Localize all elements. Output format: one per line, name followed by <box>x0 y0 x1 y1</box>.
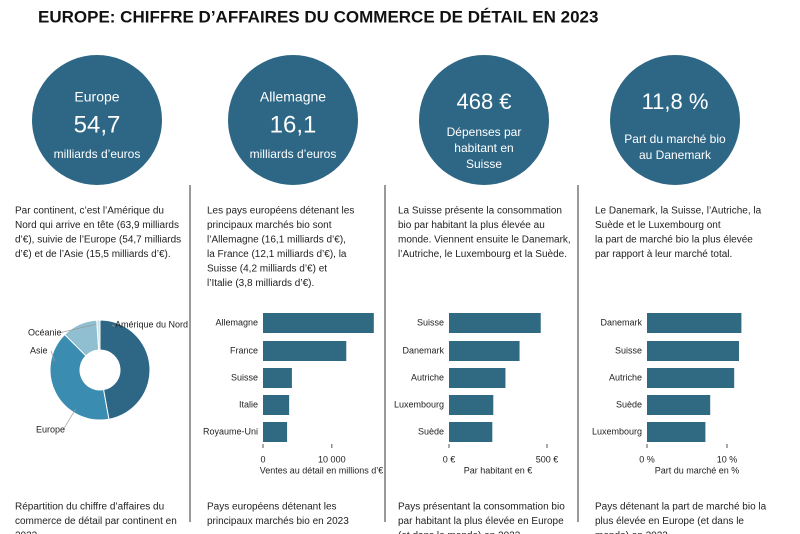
description: Nord qui arrive en tête (63,9 milliards <box>15 220 179 231</box>
pie-label: Europe <box>36 424 65 434</box>
bar-category: Suède <box>616 399 642 409</box>
description: l’Autriche, le Luxembourg et la Suède. <box>398 249 567 260</box>
circle-text: milliards d’euros <box>250 147 337 161</box>
bar <box>647 313 742 333</box>
x-axis-label: Par habitant en € <box>464 465 533 475</box>
description: bio par habitant la plus élevée au <box>398 220 545 231</box>
bar-category: Italie <box>239 399 258 409</box>
description: l’Italie (3,8 milliards d’€). <box>207 278 314 289</box>
bar-category: France <box>230 345 258 355</box>
caption: par habitant la plus élevée en Europe <box>398 516 564 527</box>
description: Le Danemark, la Suisse, l’Autriche, la <box>595 206 762 217</box>
x-tick-label: 10 000 <box>318 454 346 464</box>
leader-line <box>50 350 56 362</box>
description: d’€), suivie de l’Europe (54,7 milliards <box>15 235 181 246</box>
caption: plus élevée en Europe (et dans le <box>595 516 744 527</box>
caption: principaux marchés bio en 2023 <box>207 516 349 527</box>
bar-category: Danemark <box>402 345 444 355</box>
circle-label: Europe <box>74 89 119 105</box>
donut-slice <box>99 319 151 420</box>
circle-text: Dépenses par <box>447 125 522 139</box>
bar <box>263 395 290 415</box>
bar <box>647 341 739 361</box>
highlight-circle <box>419 55 549 185</box>
circle-value: 11,8 % <box>642 89 709 114</box>
caption: 2023 <box>15 531 38 534</box>
description: Suisse (4,2 milliards d’€) et <box>207 264 327 275</box>
bar <box>449 313 541 333</box>
circle-text: Part du marché bio <box>624 132 726 146</box>
caption: Pays détenant la part de marché bio la <box>595 502 767 513</box>
description: principaux marchés bio sont <box>207 220 332 231</box>
bar-category: Suisse <box>417 317 444 327</box>
bar <box>449 395 494 415</box>
caption: (et dans le monde) en 2023 <box>398 531 521 534</box>
caption: Pays présentant la consommation bio <box>398 502 565 513</box>
bar-category: Luxembourg <box>394 399 444 409</box>
bar <box>647 422 706 442</box>
circle-value: 16,1 <box>270 111 317 138</box>
x-tick-label: 0 € <box>443 454 456 464</box>
circle-text: habitant en <box>454 141 513 155</box>
caption: Pays européens détenant les <box>207 502 337 513</box>
bar-category: Royaume-Uni <box>203 426 258 436</box>
description: par rapport à leur marché total. <box>595 249 732 260</box>
bar <box>263 422 288 442</box>
description: Les pays européens détenant les <box>207 206 354 217</box>
pie-label: Asie <box>30 345 48 355</box>
bar <box>647 395 711 415</box>
circle-text: Suisse <box>466 157 502 171</box>
caption: Répartition du chiffre d’affaires du <box>15 502 164 513</box>
x-tick-label: 500 € <box>536 454 559 464</box>
caption: commerce de détail par continent en <box>15 516 177 527</box>
circle-value: 468 € <box>456 89 511 114</box>
description: monde. Viennent ensuite le Danemark, <box>398 235 571 246</box>
pie-label: Amérique du Nord <box>115 319 188 329</box>
bar-category: Autriche <box>411 372 444 382</box>
x-axis-label: Part du marché en % <box>655 465 740 475</box>
bar-category: Suisse <box>231 372 258 382</box>
bar <box>449 368 506 388</box>
bar <box>449 341 520 361</box>
circle-value: 54,7 <box>74 111 121 138</box>
bar-category: Allemagne <box>215 317 258 327</box>
bar <box>263 368 292 388</box>
bar <box>263 313 374 333</box>
bar-category: Luxembourg <box>592 426 642 436</box>
bar-category: Suède <box>418 426 444 436</box>
page-title: EUROPE: CHIFFRE D’AFFAIRES DU COMMERCE D… <box>38 7 598 26</box>
caption: monde) en 2023 <box>595 531 668 534</box>
bar-category: Autriche <box>609 372 642 382</box>
bar <box>647 368 735 388</box>
description: la France (12,1 milliards d’€), la <box>207 249 347 260</box>
highlight-circle <box>32 55 162 185</box>
highlight-circle <box>228 55 358 185</box>
x-tick-label: 0 % <box>639 454 655 464</box>
bar-category: Suisse <box>615 345 642 355</box>
description: la part de marché bio la plus élevée <box>595 235 753 246</box>
circle-text: milliards d’euros <box>54 147 141 161</box>
donut-slice <box>49 333 110 421</box>
leader-line <box>58 323 97 334</box>
description: Suède et le Luxembourg ont <box>595 220 721 231</box>
description: l’Allemagne (16,1 milliards d’€), <box>207 235 346 246</box>
description: Par continent, c’est l’Amérique du <box>15 206 164 217</box>
bar-category: Danemark <box>600 317 642 327</box>
x-axis-label: Ventes au détail en millions d’€ <box>260 465 384 475</box>
bar <box>449 422 493 442</box>
highlight-circle <box>610 55 740 185</box>
description: La Suisse présente la consommation <box>398 206 562 217</box>
leader-line <box>62 408 76 431</box>
leader-line <box>111 324 116 328</box>
x-tick-label: 10 % <box>717 454 738 464</box>
bar <box>263 341 347 361</box>
pie-label: Océanie <box>28 327 62 337</box>
circle-label: Allemagne <box>260 89 326 105</box>
circle-text: au Danemark <box>639 148 712 162</box>
donut-slice <box>96 319 101 351</box>
x-tick-label: 0 <box>260 454 265 464</box>
description: d’€) et de l’Asie (15,5 milliards d’€). <box>15 249 171 260</box>
